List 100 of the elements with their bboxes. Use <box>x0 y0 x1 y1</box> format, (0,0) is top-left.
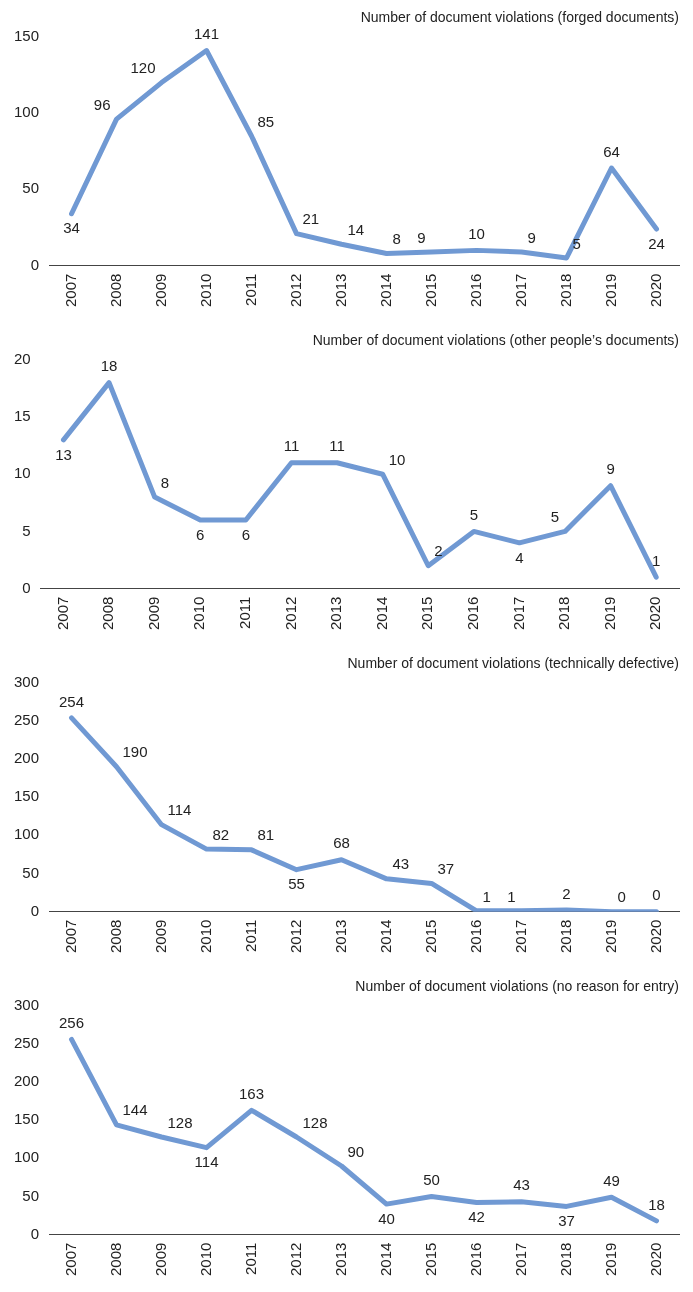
x-tick-label: 2008 <box>106 919 124 954</box>
x-tick-label: 2017 <box>511 273 529 308</box>
data-label: 9 <box>527 228 536 246</box>
x-tick-label: 2007 <box>53 596 71 631</box>
data-label: 82 <box>212 825 230 843</box>
data-label: 144 <box>122 1101 148 1119</box>
data-label: 1 <box>652 551 661 569</box>
x-tick-label: 2014 <box>376 1242 394 1277</box>
data-label: 18 <box>648 1195 665 1213</box>
data-label: 6 <box>241 525 251 543</box>
y-tick-label: 100 <box>14 103 40 121</box>
x-tick-label: 2013 <box>327 596 345 631</box>
data-label: 68 <box>333 834 350 852</box>
data-label: 49 <box>603 1171 620 1189</box>
x-tick-label: 2012 <box>286 273 304 308</box>
x-tick-label: 2013 <box>331 919 349 954</box>
y-tick-label: 150 <box>14 26 40 44</box>
data-label: 14 <box>347 220 365 238</box>
x-tick-label: 2014 <box>376 273 394 308</box>
y-tick-label: 300 <box>14 672 40 690</box>
data-label: 141 <box>194 25 220 43</box>
data-label: 9 <box>606 460 615 478</box>
x-tick-label: 2018 <box>556 273 574 308</box>
chart-title: Number of document violations (technically defective) <box>347 655 679 672</box>
data-label: 96 <box>93 95 111 113</box>
x-tick-label: 2018 <box>556 919 574 954</box>
data-label: 37 <box>437 860 455 878</box>
x-tick-label: 2019 <box>601 919 619 954</box>
data-label: 24 <box>648 234 665 252</box>
data-label: 55 <box>288 875 305 893</box>
data-label: 42 <box>468 1208 485 1226</box>
x-tick-label: 2013 <box>331 273 349 308</box>
x-tick-label: 2018 <box>556 1242 574 1277</box>
data-label: 163 <box>239 1084 265 1102</box>
data-label: 37 <box>558 1212 575 1230</box>
chart-title: Number of document violations (other people’s documents) <box>312 332 679 349</box>
x-tick-label: 2011 <box>241 1242 259 1275</box>
data-label: 1 <box>482 887 491 905</box>
y-tick-label: 200 <box>14 1072 40 1090</box>
x-tick-label: 2017 <box>511 1242 529 1277</box>
y-tick-label: 150 <box>14 1110 40 1128</box>
data-label: 34 <box>63 219 80 237</box>
y-tick-label: 0 <box>22 578 31 596</box>
x-tick-label: 2015 <box>418 596 436 631</box>
y-tick-label: 5 <box>22 521 31 539</box>
y-tick-label: 250 <box>14 711 40 729</box>
data-label: 114 <box>194 1153 219 1171</box>
x-tick-label: 2016 <box>466 1242 484 1277</box>
data-label: 10 <box>468 225 485 243</box>
data-label: 2 <box>434 542 443 560</box>
x-tick-label: 2011 <box>236 596 253 629</box>
y-tick-label: 0 <box>30 901 40 919</box>
x-tick-label: 2015 <box>421 919 439 954</box>
x-tick-label: 2011 <box>241 919 259 952</box>
data-label: 128 <box>302 1113 328 1131</box>
data-label: 0 <box>652 886 661 904</box>
x-tick-label: 2016 <box>463 596 481 631</box>
x-tick-label: 2014 <box>376 919 394 954</box>
y-tick-label: 50 <box>22 1186 40 1204</box>
data-label: 128 <box>167 1113 193 1131</box>
x-tick-label: 2020 <box>646 596 664 631</box>
chart-title: Number of document violations (forged documents) <box>360 9 679 26</box>
data-label: 64 <box>603 142 620 160</box>
data-label: 9 <box>417 228 426 246</box>
data-label: 8 <box>392 230 401 248</box>
x-tick-label: 2017 <box>511 919 529 954</box>
x-tick-label: 2008 <box>106 1242 124 1277</box>
data-label: 40 <box>378 1209 395 1227</box>
data-label: 43 <box>513 1176 530 1194</box>
data-label: 5 <box>550 508 560 526</box>
y-tick-label: 250 <box>14 1034 40 1052</box>
data-label: 254 <box>59 692 85 710</box>
data-label: 81 <box>257 826 275 844</box>
y-tick-label: 15 <box>14 407 31 425</box>
x-tick-label: 2019 <box>601 273 619 308</box>
y-tick-label: 20 <box>14 349 31 367</box>
chart-title: Number of document violations (no reason for entry) <box>355 978 679 995</box>
x-tick-label: 2012 <box>281 596 299 631</box>
x-tick-label: 2007 <box>61 919 79 954</box>
x-tick-label: 2016 <box>466 919 484 954</box>
data-label: 11 <box>329 437 345 455</box>
x-tick-label: 2007 <box>61 1242 79 1277</box>
x-tick-label: 2015 <box>421 273 439 308</box>
x-tick-label: 2020 <box>646 1242 664 1277</box>
data-label: 1 <box>507 887 516 905</box>
y-tick-label: 200 <box>14 749 40 767</box>
data-label: 85 <box>257 112 275 130</box>
data-label: 21 <box>302 210 320 228</box>
x-tick-label: 2010 <box>190 596 208 631</box>
y-tick-label: 100 <box>14 1148 40 1166</box>
x-tick-label: 2009 <box>151 919 169 954</box>
x-tick-label: 2013 <box>331 1242 349 1277</box>
data-label: 6 <box>196 525 205 543</box>
data-label: 256 <box>59 1014 85 1031</box>
x-tick-label: 2010 <box>196 1242 214 1277</box>
data-label: 13 <box>55 445 72 463</box>
data-label: 11 <box>283 437 300 455</box>
x-tick-label: 2018 <box>555 596 573 631</box>
y-tick-label: 10 <box>14 464 31 482</box>
x-tick-label: 2020 <box>646 919 664 954</box>
